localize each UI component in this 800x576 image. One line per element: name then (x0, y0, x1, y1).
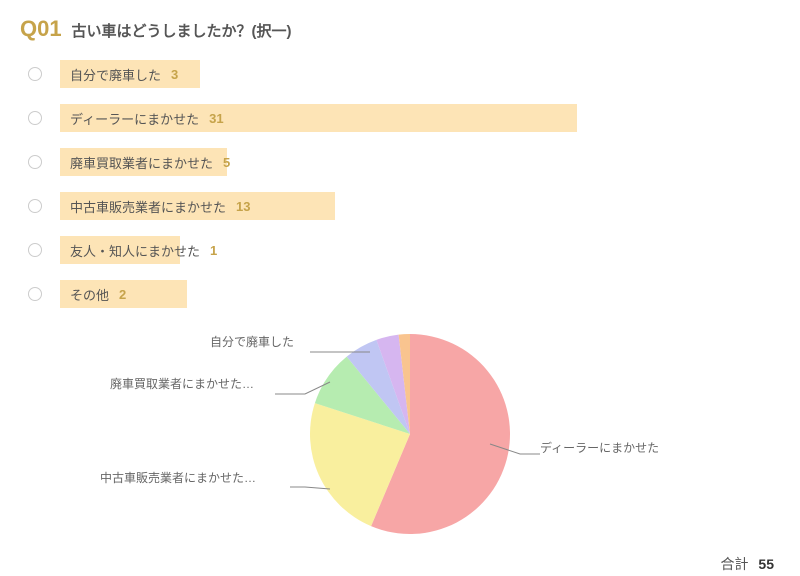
leader-line (290, 487, 330, 489)
pie-slice-label: 中古車販売業者にまかせた… (100, 470, 256, 485)
option-bar: 中古車販売業者にまかせた 13 (60, 192, 335, 220)
option-bar: その他 2 (60, 280, 187, 308)
pie-slice-label: 自分で廃車した (210, 334, 294, 349)
radio-icon[interactable] (28, 67, 42, 81)
option-value: 2 (119, 287, 126, 302)
bar-wrap: 廃車買取業者にまかせた 5 (60, 148, 780, 176)
pie-chart: ディーラーにまかせた中古車販売業者にまかせた… 廃車買取業者にまかせた… 自分で廃車… (20, 324, 800, 554)
option-label: 自分で廃車した (70, 65, 161, 84)
option-bar: 友人・知人にまかせた1 (60, 236, 180, 264)
option-label: ディーラーにまかせた (70, 109, 199, 128)
option-label: その他 (70, 285, 109, 304)
bar-wrap: 自分で廃車した 3 (60, 60, 780, 88)
option-value: 3 (171, 67, 178, 82)
bar-wrap: 中古車販売業者にまかせた 13 (60, 192, 780, 220)
radio-icon[interactable] (28, 287, 42, 301)
option-bar: 自分で廃車した 3 (60, 60, 200, 88)
bar-wrap: ディーラーにまかせた 31 (60, 104, 780, 132)
option-row: 自分で廃車した 3 (28, 60, 780, 88)
pie-chart-area: ディーラーにまかせた中古車販売業者にまかせた… 廃車買取業者にまかせた… 自分で廃車… (20, 324, 780, 554)
question-text: 古い車はどうしましたか？(択一) (71, 23, 291, 40)
question-number: Q01 (20, 16, 62, 41)
option-row: その他 2 (28, 280, 780, 308)
radio-icon[interactable] (28, 155, 42, 169)
total-label: 合計 (721, 556, 749, 572)
option-value: 31 (209, 111, 223, 126)
option-bar: ディーラーにまかせた 31 (60, 104, 577, 132)
option-value: 5 (223, 155, 230, 170)
option-row: 廃車買取業者にまかせた 5 (28, 148, 780, 176)
radio-icon[interactable] (28, 243, 42, 257)
pie-slice-label: ディーラーにまかせた (540, 440, 659, 455)
option-row: 友人・知人にまかせた 1 (28, 236, 780, 264)
bar-wrap: 友人・知人にまかせた 1 (60, 236, 780, 264)
total-row: 合計 55 (20, 554, 780, 574)
option-label: 廃車買取業者にまかせた (70, 153, 213, 172)
bar-wrap: その他 2 (60, 280, 780, 308)
option-label: 友人・知人にまかせた (70, 241, 200, 260)
total-value: 55 (758, 556, 774, 572)
radio-icon[interactable] (28, 111, 42, 125)
option-row: 中古車販売業者にまかせた 13 (28, 192, 780, 220)
option-label: 中古車販売業者にまかせた (70, 197, 226, 216)
option-value: 13 (236, 199, 250, 214)
options-list: 自分で廃車した 3 ディーラーにまかせた 31 廃車買取業者にまかせた 5 中古車販売業者に… (28, 60, 780, 308)
option-row: ディーラーにまかせた 31 (28, 104, 780, 132)
radio-icon[interactable] (28, 199, 42, 213)
option-value: 1 (210, 243, 217, 258)
pie-slice-label: 廃車買取業者にまかせた… (110, 376, 254, 391)
question-header: Q01 古い車はどうしましたか？(択一) (20, 16, 780, 42)
option-bar: 廃車買取業者にまかせた 5 (60, 148, 227, 176)
